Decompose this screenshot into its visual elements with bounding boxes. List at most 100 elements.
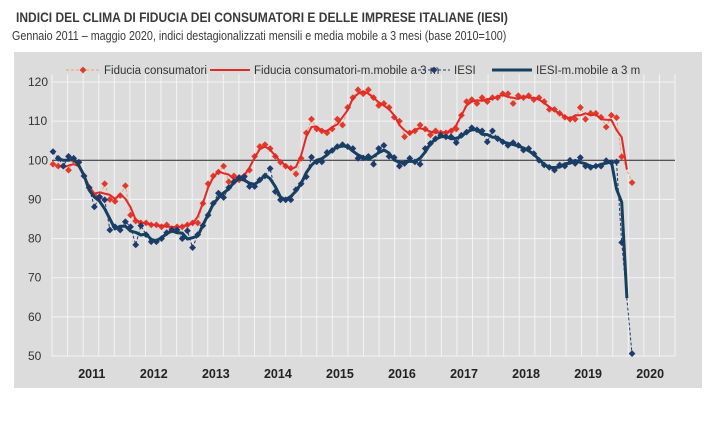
legend-item-iesi-moving-average: IESI-m.mobile a 3 m	[492, 65, 640, 77]
iesi-marker	[106, 226, 114, 234]
consumer-confidence-marker	[551, 106, 558, 113]
consumer-confidence-marker	[354, 86, 362, 94]
legend-label: Fiducia consumatori-m.mobile a 3 m	[254, 65, 439, 77]
consumer-confidence-marker	[509, 100, 517, 107]
consumer-confidence-marker	[514, 92, 522, 100]
x-tick-label: 2019	[574, 367, 602, 381]
iesi-marker	[132, 241, 140, 249]
iesi-moving-average-line	[57, 128, 629, 299]
consumer-confidence-marker	[287, 164, 295, 172]
x-tick-label: 2015	[326, 367, 354, 381]
consumer-confidence-marker	[602, 123, 610, 131]
iesi-marker	[437, 131, 445, 139]
consumer-confidence-marker	[344, 104, 352, 111]
y-tick-label: 70	[28, 271, 42, 285]
iesi-marker	[189, 244, 196, 251]
iesi-marker	[628, 350, 636, 358]
consumer-confidence-marker	[308, 115, 315, 123]
consumer-confidence-marker	[246, 166, 253, 174]
iesi-marker	[416, 160, 424, 168]
iesi-marker	[75, 158, 83, 166]
consumer-confidence-marker	[628, 179, 636, 186]
y-tick-label: 80	[28, 232, 42, 246]
iesi-marker	[452, 139, 460, 147]
consumer-confidence-marker	[194, 219, 202, 227]
consumer-confidence-marker	[530, 96, 538, 104]
iesi-marker	[101, 196, 109, 204]
legend-label: IESI	[454, 65, 476, 77]
y-tick-label: 110	[28, 114, 47, 128]
consumer-confidence-marker	[364, 86, 372, 94]
x-tick-label: 2018	[512, 367, 540, 381]
consumer-confidence-marker	[220, 162, 228, 170]
iesi-marker	[613, 158, 620, 166]
iesi-marker	[137, 222, 145, 230]
consumer-confidence-marker	[582, 115, 589, 123]
iesi-marker	[147, 238, 155, 246]
consumer-confidence-marker	[261, 141, 269, 149]
y-tick-label: 50	[28, 349, 42, 363]
y-tick-label: 90	[28, 192, 42, 206]
consumer-confidence-marker	[380, 100, 388, 107]
iesi-marker	[576, 154, 584, 161]
iesi-marker	[54, 154, 62, 162]
consumer-confidence-marker	[473, 100, 481, 107]
consumer-confidence-marker	[49, 160, 57, 168]
consumer-confidence-marker	[618, 153, 626, 161]
iesi-marker	[364, 152, 372, 160]
x-tick-label: 2017	[450, 367, 478, 381]
iesi-marker	[489, 127, 496, 135]
x-tick-label: 2020	[636, 367, 664, 381]
iesi-marker	[380, 142, 388, 149]
y-tick-label: 120	[28, 75, 48, 89]
iesi-marker	[602, 157, 610, 165]
iesi-marker	[65, 152, 72, 160]
grid	[51, 74, 676, 357]
consumer-confidence-marker	[111, 197, 119, 205]
iesi-marker	[127, 223, 134, 231]
iesi-marker	[240, 173, 248, 181]
consumer-confidence-marker	[427, 131, 434, 139]
consumer-confidence-marker	[401, 133, 408, 141]
legend-item-consumer-confidence-moving-average: Fiducia consumatori-m.mobile a 3 m	[210, 65, 439, 77]
x-tick-label: 2014	[264, 367, 292, 381]
legend-label: Fiducia consumatori	[104, 65, 207, 77]
consumer-confidence-marker	[266, 145, 274, 152]
iesi-marker	[184, 227, 191, 235]
iesi-marker	[96, 193, 103, 201]
consumer-confidence-marker	[121, 182, 129, 190]
consumer-confidence-marker	[494, 94, 502, 102]
consumer-confidence-marker	[452, 125, 460, 133]
consumer-confidence-moving-average-line	[57, 90, 628, 229]
consumer-confidence-marker	[520, 94, 527, 102]
consumer-confidence-marker	[328, 125, 336, 133]
consumer-confidence-marker	[489, 94, 496, 102]
iesi-marker	[483, 138, 491, 146]
chart-background	[14, 52, 702, 388]
x-tick-label: 2011	[78, 367, 105, 381]
iesi-marker	[215, 189, 222, 197]
consumer-confidence-marker	[607, 111, 615, 119]
iesi-marker	[287, 196, 295, 204]
legend-item-consumer-confidence: Fiducia consumatori	[66, 65, 207, 77]
iesi-marker	[90, 203, 98, 211]
legend-item-iesi: IESI	[418, 65, 476, 77]
consumer-confidence-marker	[613, 114, 620, 122]
consumer-confidence-marker	[292, 170, 300, 178]
legend-swatch-marker	[79, 66, 87, 74]
iesi-marker	[220, 194, 228, 201]
y-tick-label: 60	[28, 310, 42, 324]
consumer-confidence-marker	[416, 121, 424, 129]
iesi-marker	[271, 188, 279, 195]
iesi-marker	[116, 226, 124, 234]
consumer-confidence-marker	[132, 217, 140, 225]
iesi-marker	[266, 165, 274, 172]
consumer-confidence-marker	[225, 178, 233, 186]
legend-label: IESI-m.mobile a 3 m	[536, 65, 640, 77]
iesi-marker	[49, 148, 57, 156]
consumer-confidence-marker	[576, 104, 584, 111]
consumer-confidence-marker	[256, 143, 264, 150]
legend-swatch-marker	[430, 66, 438, 74]
consumer-confidence-marker	[339, 121, 346, 129]
